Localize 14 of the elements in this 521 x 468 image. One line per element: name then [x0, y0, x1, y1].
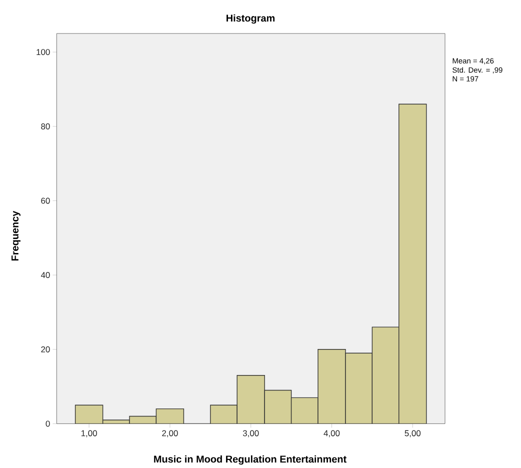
x-tick-label: 5,00 [404, 430, 421, 438]
x-tick-label: 1,00 [81, 430, 97, 438]
y-tick-label: 20 [41, 346, 50, 352]
x-tick-label: 2,00 [162, 430, 178, 438]
y-tick-label: 100 [36, 49, 50, 56]
x-tick-label: 4,00 [324, 430, 340, 438]
y-axis-title: Frequency [12, 210, 20, 261]
chart-title: Histogram [226, 14, 275, 24]
y-tick-label: 60 [41, 198, 50, 204]
x-tick-label: 3,00 [242, 430, 259, 438]
y-tick-label: 0 [46, 420, 50, 427]
y-tick-label: 40 [40, 272, 50, 278]
y-tick-label: 80 [41, 123, 50, 130]
x-axis-title: Music in Mood Regulation Entertainment [154, 455, 346, 465]
